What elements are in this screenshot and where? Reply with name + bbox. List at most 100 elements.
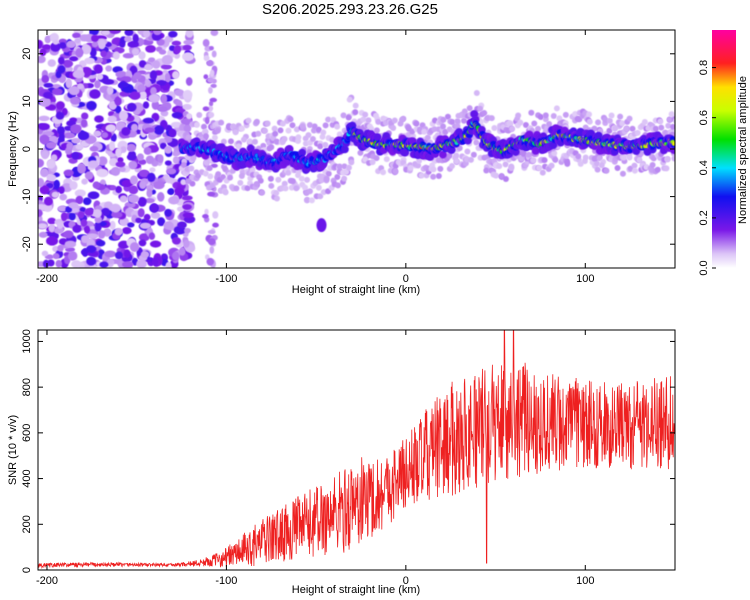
heatmap-cell [623, 125, 630, 132]
heatmap-cell [437, 165, 444, 172]
heatmap-cell [183, 239, 190, 248]
heatmap-cell [306, 188, 313, 195]
heatmap-cell [71, 260, 82, 268]
heatmap-cell [304, 196, 311, 203]
heatmap-cell [308, 197, 315, 204]
heatmap-cell [383, 156, 390, 163]
heatmap-cell [180, 179, 187, 186]
colorbar: 0.0 0.2 0.4 0.6 0.8 Normalized spectral ampl… [698, 30, 749, 276]
snr-x-tick-label: -100 [215, 575, 237, 587]
heatmap-cell [281, 136, 288, 143]
heatmap-cell [76, 83, 84, 90]
heatmap-cell [115, 147, 122, 158]
heatmap-cell [652, 125, 659, 132]
heatmap-cell [72, 32, 81, 39]
heatmap-cell [409, 128, 416, 135]
heatmap-cell [268, 144, 275, 151]
heatmap-cell [238, 125, 245, 132]
heatmap-cell [210, 163, 218, 168]
heatmap-cell [185, 77, 193, 86]
heatmap-cell [40, 168, 49, 178]
heatmap-cell [118, 166, 126, 173]
heatmap-cell [115, 185, 123, 194]
heatmap-cell [473, 139, 480, 146]
snr-x-label: Height of straight line (km) [292, 584, 420, 596]
heatmap-cell [81, 44, 92, 55]
heatmap-cell [68, 85, 80, 96]
heatmap-cell [390, 124, 397, 131]
heatmap-cell [174, 89, 185, 97]
heatmap-cell [127, 222, 135, 228]
spectrogram-x-ticks: -200 -100 0 100 [36, 30, 594, 285]
heatmap-cell [298, 148, 307, 157]
snr-y-tick-label: 400 [21, 469, 33, 487]
heatmap-cell [46, 174, 57, 182]
heatmap-cell [413, 120, 420, 127]
heatmap-cell [253, 118, 260, 125]
heatmap-cell [202, 38, 210, 47]
heatmap-cell [227, 174, 234, 181]
heatmap-cell [161, 54, 173, 65]
heatmap-cell [55, 101, 65, 110]
heatmap-cell [126, 153, 137, 161]
heatmap-cell [86, 233, 99, 239]
heatmap-cell [528, 109, 535, 116]
heatmap-cell [39, 134, 50, 145]
heatmap-cell [200, 123, 207, 130]
heatmap-cell [178, 246, 186, 256]
heatmap-cell [82, 197, 92, 206]
heatmap-cell [132, 33, 139, 44]
heatmap-cell [453, 158, 460, 165]
heatmap-cell [39, 97, 51, 108]
heatmap-cell [139, 222, 152, 229]
heatmap-cell [43, 196, 53, 206]
heatmap-cell [549, 141, 558, 150]
spectrogram-y-label: Frequency (Hz) [7, 111, 19, 187]
colorbar-tick-label: 0.4 [698, 160, 710, 175]
heatmap-cell [148, 232, 156, 240]
heatmap-cell [275, 176, 282, 183]
spectrogram-x-tick-label: 0 [403, 273, 409, 285]
heatmap-cell [157, 106, 168, 112]
heatmap-cell [114, 251, 123, 260]
heatmap-cell [407, 164, 414, 171]
heatmap-cell [137, 30, 145, 35]
heatmap-cell [352, 109, 359, 116]
heatmap-cell [56, 126, 65, 135]
heatmap-cell [336, 163, 343, 170]
heatmap-cell [207, 238, 216, 246]
heatmap-cell [112, 51, 120, 60]
heatmap-cell [343, 168, 350, 175]
heatmap-cell [454, 118, 461, 125]
heatmap-cell [168, 196, 180, 205]
heatmap-cell [285, 127, 292, 134]
heatmap-cell [38, 123, 50, 131]
heatmap-cell [94, 223, 102, 232]
colorbar-ticks: 0.0 0.2 0.4 0.6 0.8 [698, 60, 716, 276]
heatmap-cell [148, 57, 156, 63]
heatmap-cell [157, 217, 166, 227]
heatmap-cell [184, 227, 191, 234]
heatmap-cell [57, 244, 64, 252]
heatmap-cell [606, 117, 613, 124]
heatmap-cell [115, 70, 128, 78]
snr-panel: -200 -100 0 100 0 200 400 600 800 1000 Height of… [7, 329, 676, 596]
heatmap-cell [97, 230, 106, 239]
heatmap-cell [295, 134, 302, 141]
heatmap-cell [58, 42, 67, 49]
heatmap-cell [237, 179, 244, 186]
heatmap-cell [122, 227, 132, 235]
heatmap-cell [619, 120, 626, 127]
heatmap-cell [51, 191, 59, 198]
spectrogram-x-tick-label: -100 [215, 273, 237, 285]
heatmap-cell [77, 211, 85, 219]
heatmap-cell [322, 141, 329, 148]
heatmap-cell [93, 209, 102, 218]
heatmap-cell [227, 138, 234, 145]
heatmap-cell [668, 111, 675, 118]
heatmap-cell [150, 87, 157, 96]
heatmap-cell [145, 155, 155, 165]
heatmap-cell [249, 167, 256, 174]
heatmap-cell [392, 168, 399, 175]
